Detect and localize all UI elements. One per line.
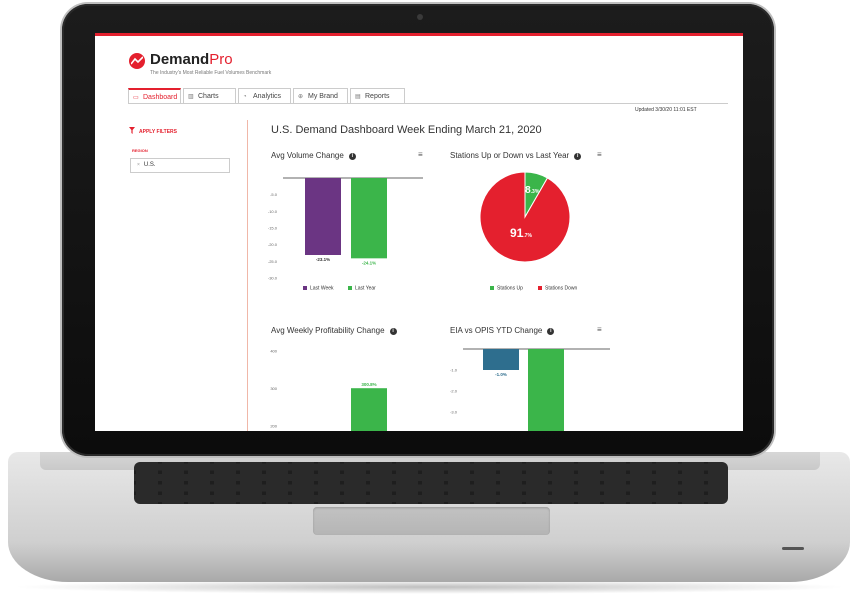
profitability-chart: 400300200100300.8% xyxy=(270,349,387,431)
monitor-icon: ▭ xyxy=(133,95,139,101)
tab-label: Charts xyxy=(198,93,219,100)
y-tick-label: -4.0 xyxy=(450,431,458,432)
bar-data-label: -23.1% xyxy=(316,257,330,262)
y-tick-label: 200 xyxy=(270,424,277,429)
chart-menu-icon[interactable]: ≡ xyxy=(418,150,423,159)
info-icon[interactable]: i xyxy=(389,328,397,335)
report-icon: ▤ xyxy=(355,94,361,100)
tab-charts[interactable]: ▥ Charts xyxy=(183,88,236,103)
region-select[interactable]: × U.S. xyxy=(130,158,230,173)
legend-swatch xyxy=(490,286,494,290)
info-icon[interactable]: i xyxy=(348,153,356,160)
pie-chart-icon: ◔ xyxy=(243,94,247,100)
top-accent-bar xyxy=(95,33,743,36)
remove-icon[interactable]: × xyxy=(137,162,140,168)
tab-label: Reports xyxy=(365,93,390,100)
tab-my-brand[interactable]: ⊕ My Brand xyxy=(293,88,348,103)
laptop-screen: DemandPro The Industry's Most Reliable F… xyxy=(95,33,743,431)
bar-last-week xyxy=(305,178,341,255)
y-tick-label: 300 xyxy=(270,386,277,391)
tab-reports[interactable]: ▤ Reports xyxy=(350,88,405,103)
pie-data-label: 91.7% xyxy=(510,226,533,240)
legend-swatch xyxy=(538,286,542,290)
chart-menu-icon[interactable]: ≡ xyxy=(597,150,602,159)
y-tick-label: -2.0 xyxy=(450,389,458,394)
chart-title-text: Avg Weekly Profitability Change xyxy=(271,326,385,335)
y-tick-label: -5.0 xyxy=(270,192,278,197)
y-tick-label: -1.0 xyxy=(450,368,458,373)
demandpro-logo-icon[interactable] xyxy=(129,53,145,69)
bar-last-year xyxy=(351,178,387,259)
y-tick-label: -30.0 xyxy=(268,276,278,281)
region-label: REGION xyxy=(132,148,148,153)
y-tick-label: -20.0 xyxy=(268,242,278,247)
y-tick-label: -15.0 xyxy=(268,226,278,231)
pie-data-label: 8.3% xyxy=(525,185,540,196)
brand-name: Demand xyxy=(150,51,210,68)
y-tick-label: -10.0 xyxy=(268,209,278,214)
chart-title-eia-opis: EIA vs OPIS YTD Change i xyxy=(450,326,555,335)
info-icon[interactable]: i xyxy=(547,328,555,335)
chart-title-stations: Stations Up or Down vs Last Year i xyxy=(450,151,582,160)
chart-title-text: EIA vs OPIS YTD Change xyxy=(450,326,543,335)
tab-label: Dashboard xyxy=(143,94,178,101)
apply-filters-label: APPLY FILTERS xyxy=(139,129,177,135)
globe-icon: ⊕ xyxy=(298,94,304,100)
laptop-touchpad xyxy=(313,507,550,535)
chart-title-text: Avg Volume Change xyxy=(271,151,344,160)
brand-tagline: The Industry's Most Reliable Fuel Volume… xyxy=(150,70,272,76)
chart-menu-icon[interactable]: ≡ xyxy=(597,325,602,334)
laptop-indicator-light xyxy=(782,547,804,550)
bar-last-year xyxy=(351,388,387,431)
tab-label: My Brand xyxy=(308,93,338,100)
chart-title-avg-volume: Avg Volume Change i xyxy=(271,151,356,160)
dashboard-title: U.S. Demand Dashboard Week Ending March … xyxy=(271,124,542,136)
legend-label: Stations Down xyxy=(545,286,577,292)
updated-timestamp: Updated 3/30/20 11:01 EST xyxy=(635,107,697,113)
brand-logo[interactable]: DemandPro xyxy=(150,51,233,68)
laptop-keyboard xyxy=(134,462,728,504)
chart-title-text: Stations Up or Down vs Last Year xyxy=(450,151,570,160)
bar-data-label: -1.0% xyxy=(495,372,507,377)
legend-swatch xyxy=(348,286,352,290)
bar-chart-icon: ▥ xyxy=(188,94,194,100)
tab-underline xyxy=(128,103,728,104)
tab-analytics[interactable]: ◔ Analytics xyxy=(238,88,291,103)
filter-icon xyxy=(129,127,135,134)
eia-opis-chart: -1.0 -2.0 -3.0 -4.0 -1.0% xyxy=(450,348,610,432)
laptop-shadow xyxy=(10,580,850,594)
y-tick-label: 400 xyxy=(270,349,277,354)
pie-slice-stations-down xyxy=(479,171,571,263)
bar-data-label: -24.1% xyxy=(362,260,376,265)
chart-title-profitability: Avg Weekly Profitability Change i xyxy=(271,326,397,335)
avg-volume-chart: -5.0 -10.0 -15.0 -20.0 -25.0 -30.0 -23.1% -24.1… xyxy=(268,177,423,292)
legend-label: Last Week xyxy=(310,286,334,292)
bar-eia xyxy=(483,349,519,370)
sidebar-divider xyxy=(247,120,248,431)
webcam-icon xyxy=(417,14,423,20)
bar-data-label: 300.8% xyxy=(361,382,376,387)
brand-suffix: Pro xyxy=(209,51,233,68)
legend-label: Last Year xyxy=(355,286,376,292)
info-icon[interactable]: i xyxy=(574,153,582,160)
tab-label: Analytics xyxy=(253,93,282,100)
apply-filters-button[interactable]: APPLY FILTERS xyxy=(129,127,177,135)
y-tick-label: -3.0 xyxy=(450,410,458,415)
y-tick-label: -25.0 xyxy=(268,259,278,264)
legend-label: Stations Up xyxy=(497,286,523,292)
region-value: U.S. xyxy=(143,162,156,168)
bar-opis xyxy=(528,349,564,431)
tab-dashboard[interactable]: ▭ Dashboard xyxy=(128,88,181,103)
legend-swatch xyxy=(303,286,307,290)
stations-pie-chart: 8.3% 91.7% Stations Up Stations Down xyxy=(479,171,577,292)
